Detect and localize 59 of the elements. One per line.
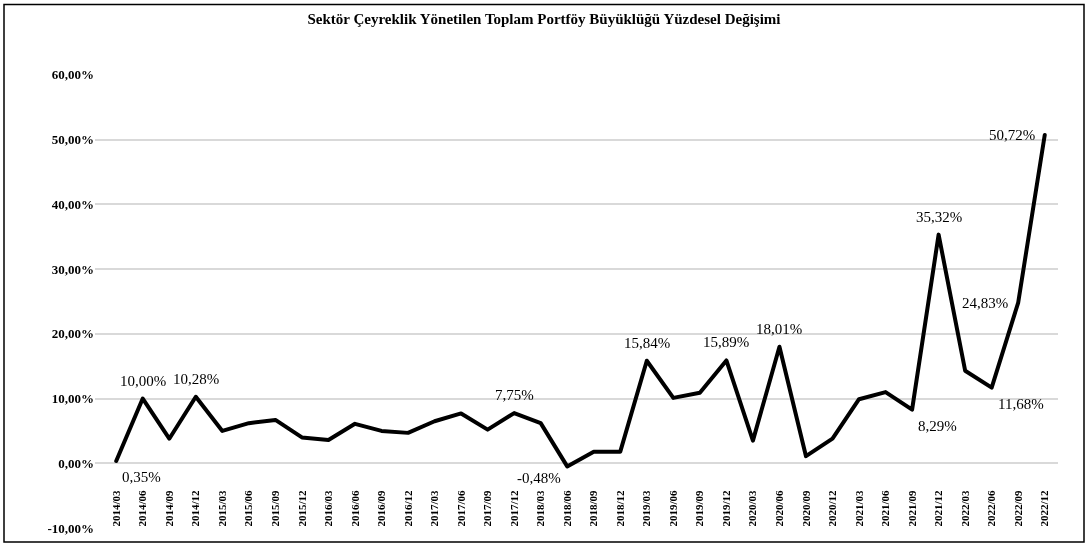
x-tick-label: 2016/03 (322, 490, 335, 527)
data-label: 50,72% (989, 127, 1036, 143)
x-tick-label: 2015/12 (295, 490, 308, 527)
y-tick-label: 50,00% (51, 132, 94, 148)
x-tick-label: 2021/09 (905, 490, 918, 527)
x-tick-label: 2018/12 (613, 490, 626, 527)
x-tick-label: 2015/06 (242, 490, 255, 527)
y-tick-label: 60,00% (51, 67, 94, 83)
y-tick-label: 40,00% (51, 196, 94, 212)
data-label: 10,00% (120, 373, 167, 389)
x-tick-label: 2015/09 (268, 490, 281, 527)
x-tick-label: 2020/12 (826, 490, 839, 527)
x-tick-label: 2014/09 (162, 490, 175, 527)
data-label: 35,32% (916, 209, 963, 225)
data-label: 0,35% (122, 469, 161, 485)
data-label: 11,68% (998, 396, 1044, 412)
data-label: 15,89% (703, 334, 750, 350)
y-tick-label: 30,00% (51, 261, 94, 277)
x-tick-label: 2018/09 (587, 490, 600, 527)
x-tick-label: 2017/03 (428, 490, 441, 527)
x-tick-label: 2020/06 (773, 490, 786, 527)
data-label: 7,75% (495, 387, 534, 403)
x-tick-label: 2014/03 (109, 490, 122, 527)
line-series (114, 132, 1047, 469)
data-label: 18,01% (756, 321, 803, 337)
x-tick-label: 2018/03 (534, 490, 547, 527)
data-label: 15,84% (624, 335, 671, 351)
x-tick-label: 2022/09 (1011, 490, 1024, 527)
x-tick-label: 2016/06 (348, 490, 361, 527)
x-tick-label: 2017/12 (507, 490, 520, 527)
x-tick-label: 2020/03 (746, 490, 759, 527)
y-tick-label: 0,00% (58, 455, 94, 471)
x-tick-label: 2017/09 (481, 490, 494, 527)
x-tick-label: 2018/06 (560, 490, 573, 527)
x-tick-label: 2022/06 (985, 490, 998, 527)
x-tick-label: 2022/12 (1038, 490, 1051, 527)
chart-title: Sektör Çeyreklik Yönetilen Toplam Portföy Büyüklüğü Yüzdesel Değişimi (307, 11, 781, 28)
y-tick-label: 10,00% (51, 391, 94, 407)
x-tick-label: 2014/12 (189, 490, 202, 527)
data-label: 24,83% (962, 295, 1009, 311)
x-tick-label: 2020/09 (799, 490, 812, 527)
x-tick-label: 2021/03 (852, 490, 865, 527)
x-tick-label: 2016/09 (375, 490, 388, 527)
y-tick-label: 20,00% (51, 326, 94, 342)
x-tick-label: 2016/12 (401, 490, 414, 527)
y-tick-label: -10,00% (47, 520, 94, 536)
x-tick-label: 2017/06 (454, 490, 467, 527)
data-label: 10,28% (173, 371, 220, 387)
x-tick-label: 2019/06 (666, 490, 679, 527)
x-tick-label: 2022/03 (958, 490, 971, 527)
x-tick-label: 2021/06 (879, 490, 892, 527)
data-label: 8,29% (918, 418, 957, 434)
x-tick-label: 2014/06 (136, 490, 149, 527)
x-tick-label: 2019/09 (693, 490, 706, 527)
x-tick-label: 2019/03 (640, 490, 653, 527)
data-label: -0,48% (517, 470, 561, 486)
x-tick-label: 2021/12 (932, 490, 945, 527)
x-tick-label: 2015/03 (215, 490, 228, 527)
x-tick-label: 2019/12 (719, 490, 732, 527)
